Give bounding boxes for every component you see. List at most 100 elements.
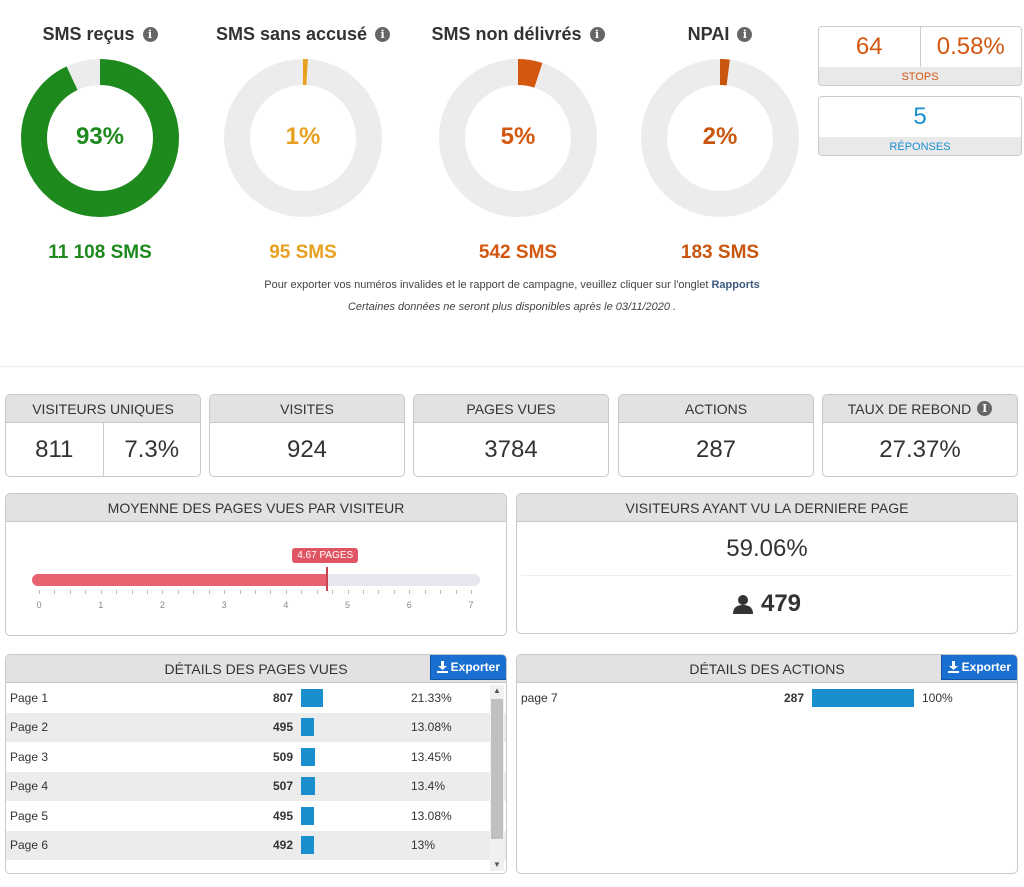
row-name: Page 4 xyxy=(10,779,49,794)
avg-pages-marker xyxy=(326,567,329,591)
donut-percentage: 5% xyxy=(500,123,536,150)
row-percentage: 13.45% xyxy=(411,749,452,764)
axis-tick-mark xyxy=(147,590,148,594)
row-percentage: 13.08% xyxy=(411,808,452,823)
axis-tick-mark xyxy=(193,590,195,594)
avg-pages-panel: MOYENNE DES PAGES VUES PAR VISITEUR xyxy=(5,493,507,636)
row-name: Page 1 xyxy=(10,690,49,705)
row-percentage: 100% xyxy=(922,690,953,705)
donut-chart xyxy=(641,59,799,217)
axis-tick-label: 4 xyxy=(283,600,289,610)
axis-tick-mark xyxy=(224,590,226,594)
row-bar xyxy=(812,688,914,707)
axis-tick-mark xyxy=(393,590,395,594)
scrollbar-thumb[interactable] xyxy=(491,699,503,839)
row-bar xyxy=(301,806,315,825)
info-icon[interactable]: i xyxy=(589,27,605,42)
axis-tick-mark xyxy=(255,590,256,594)
sms-stat-title: SMS non délivrés i xyxy=(418,24,618,45)
table-row[interactable]: Page 3 509 13.45% xyxy=(6,742,506,772)
row-percentage: 13.08% xyxy=(411,720,452,735)
table-row[interactable]: Page 2 495 13.08% xyxy=(6,712,506,742)
info-icon[interactable]: i xyxy=(737,27,753,42)
info-icon[interactable]: i xyxy=(375,27,391,42)
export-button[interactable]: Exporter xyxy=(429,655,506,680)
download-icon xyxy=(436,661,448,673)
axis-tick-mark xyxy=(54,590,56,594)
table-row[interactable]: Page 4 507 13.4% xyxy=(6,771,506,801)
scroll-up-arrow[interactable]: ▲ xyxy=(493,686,501,695)
axis-tick-label: 6 xyxy=(406,600,412,610)
export-note: Pour exporter vos numéros invalides et l… xyxy=(264,279,760,291)
row-percentage: 21.33% xyxy=(411,690,452,705)
row-name: Page 2 xyxy=(10,720,49,735)
sms-count: 95 SMS xyxy=(269,242,337,263)
axis-tick-mark xyxy=(363,590,364,594)
last-page-count: 479 xyxy=(760,590,802,617)
user-icon xyxy=(732,595,753,614)
kpi-unique-visitors: VISITEURS UNIQUES 811 7.3% xyxy=(5,394,201,477)
page-details-panel: DÉTAILS DES PAGES VUES Exporter Page 1 80… xyxy=(5,654,507,874)
row-bar xyxy=(301,836,315,855)
axis-tick-mark xyxy=(116,590,118,594)
axis-tick-mark xyxy=(285,590,287,594)
table-row[interactable]: Page 1 807 21.33% xyxy=(6,683,506,713)
row-name: Page 6 xyxy=(10,838,49,853)
axis-tick-mark xyxy=(69,590,71,594)
axis-tick-mark xyxy=(316,590,318,594)
action-details-panel: DÉTAILS DES ACTIONS Exporter page 7 287 10… xyxy=(516,654,1018,874)
responses-label: RÉPONSES xyxy=(819,137,1021,155)
row-count: 509 xyxy=(272,749,293,764)
section-divider xyxy=(0,366,1024,367)
download-icon xyxy=(947,661,959,673)
stops-box: 64 0.58% STOPS xyxy=(818,26,1022,86)
last-page-percentage: 59.06% xyxy=(521,522,1013,576)
donut-chart xyxy=(224,59,382,217)
axis-tick-mark xyxy=(424,590,426,594)
sms-stat-title: SMS sans accusé i xyxy=(203,24,403,45)
row-percentage: 13% xyxy=(411,838,436,853)
sms-count: 183 SMS xyxy=(680,242,760,263)
axis-tick-label: 1 xyxy=(98,600,104,610)
row-bar xyxy=(301,688,323,707)
info-icon[interactable]: i xyxy=(142,27,158,42)
row-name: page 7 xyxy=(521,690,558,705)
axis-tick-mark xyxy=(440,590,442,594)
export-button[interactable]: Exporter xyxy=(940,655,1017,680)
donut-percentage: 1% xyxy=(285,123,321,150)
axis-tick-mark xyxy=(347,590,349,594)
axis-tick-mark xyxy=(100,590,102,594)
kpi-label: VISITES xyxy=(210,395,404,423)
kpi-label: PAGES VUES xyxy=(414,395,608,423)
donut-slice xyxy=(439,59,597,217)
reports-link[interactable]: Rapports xyxy=(711,279,760,291)
stops-label: STOPS xyxy=(819,67,1021,85)
axis-tick-mark xyxy=(208,590,210,594)
axis-tick-mark xyxy=(239,590,241,594)
kpi-page-views: PAGES VUES 3784 xyxy=(413,394,609,477)
axis-tick-label: 7 xyxy=(468,600,474,610)
axis-tick-label: 3 xyxy=(221,600,227,610)
axis-tick-label: 5 xyxy=(345,600,351,610)
table-row[interactable]: page 7 287 100% xyxy=(517,683,1017,713)
info-icon[interactable]: i xyxy=(977,401,993,416)
scrollbar[interactable]: ▲ ▼ xyxy=(490,685,504,871)
axis-tick-mark xyxy=(301,590,303,594)
axis-tick-label: 2 xyxy=(159,600,165,610)
axis-tick-mark xyxy=(162,590,164,594)
availability-note: Certaines données ne seront plus disponi… xyxy=(347,301,677,313)
table-row[interactable]: Page 5 495 13.08% xyxy=(6,801,506,831)
row-bar xyxy=(301,718,315,737)
row-count: 287 xyxy=(783,690,804,705)
axis-tick-mark xyxy=(177,590,179,594)
axis-tick-mark xyxy=(39,590,40,594)
row-percentage: 13.4% xyxy=(411,779,446,794)
kpi-visits: VISITES 924 xyxy=(209,394,405,477)
table-row[interactable]: Page 6 492 13% xyxy=(6,830,506,860)
scroll-down-arrow[interactable]: ▼ xyxy=(493,860,501,869)
axis-tick-mark xyxy=(471,590,472,594)
kpi-percentage: 7.3% xyxy=(102,423,201,476)
kpi-value: 287 xyxy=(695,435,737,463)
axis-tick-label: 0 xyxy=(36,600,42,610)
last-page-panel: VISITEURS AYANT VU LA DERNIERE PAGE 59.0… xyxy=(516,493,1018,634)
